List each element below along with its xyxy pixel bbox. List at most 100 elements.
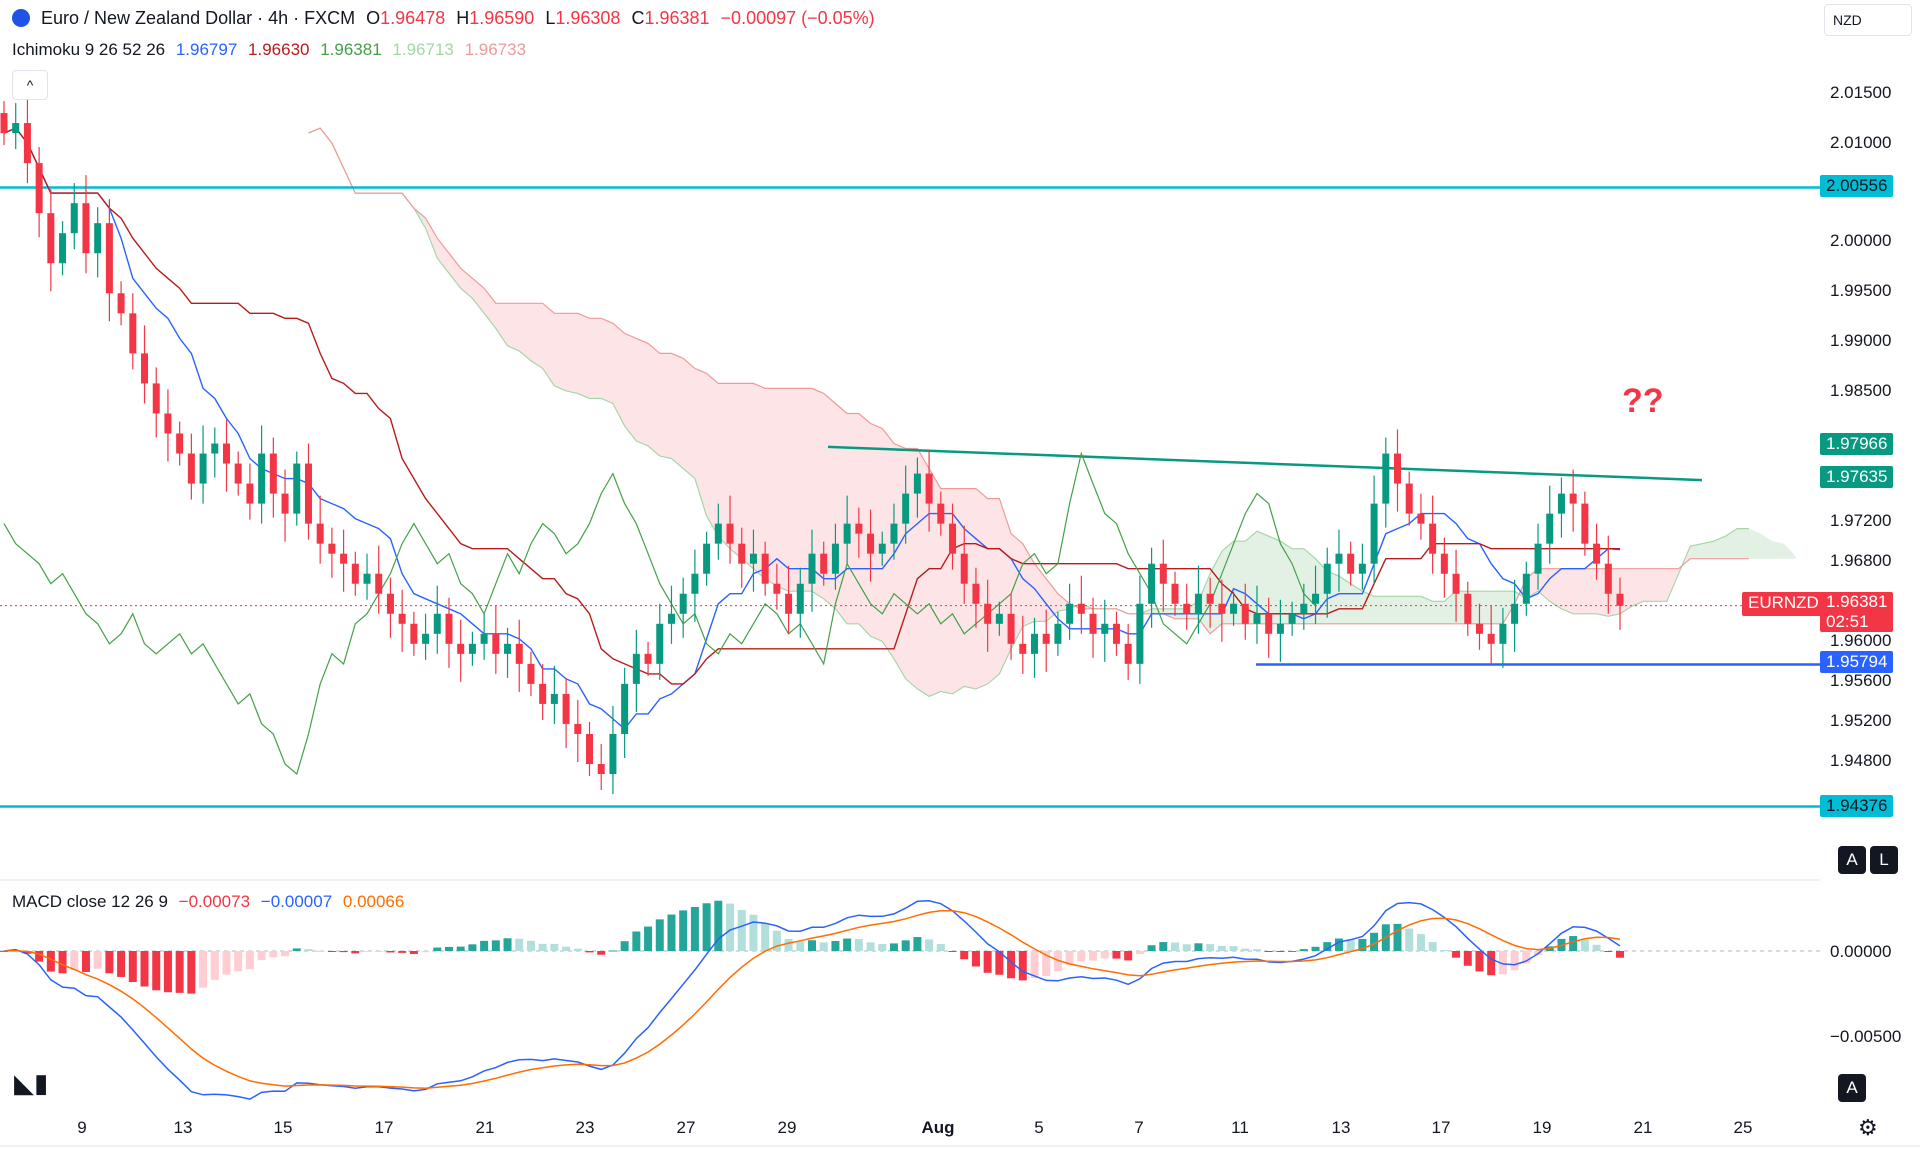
candle-body: [351, 563, 359, 584]
macd-histogram-bar: [831, 940, 840, 951]
ichimoku-legend[interactable]: Ichimoku 9 26 52 26 1.96797 1.96630 1.96…: [12, 40, 532, 60]
cloud-segment: [648, 343, 660, 457]
candle-body: [222, 443, 230, 464]
macd-y-tick: −0.00500: [1830, 1027, 1902, 1046]
macd-histogram-bar: [854, 938, 863, 951]
candle-body: [1030, 633, 1038, 654]
x-tick: 13: [173, 1118, 193, 1137]
price-tag-support[interactable]: 1.95794: [1820, 651, 1894, 673]
price-tag-triangle-top[interactable]: 1.97966: [1820, 433, 1894, 455]
candle-body: [316, 523, 324, 544]
cloud-segment: [1420, 596, 1433, 624]
cloud-segment: [1479, 591, 1492, 624]
symbol-title[interactable]: Euro / New Zealand Dollar · 4h · FXCM: [41, 8, 356, 28]
last-price-tag[interactable]: 1.96381 02:51: [1820, 592, 1894, 632]
macd-histogram-bar: [257, 951, 266, 961]
candle-body: [1241, 603, 1249, 624]
ichimoku-base-value: 1.96630: [248, 40, 310, 59]
candle-body: [1300, 603, 1308, 614]
macd-histogram-bar: [503, 938, 512, 951]
candle-body: [656, 623, 664, 664]
macd-signal-value: 0.00066: [342, 892, 405, 911]
macd-histogram-bar: [1440, 950, 1449, 952]
macd-histogram-bar: [1616, 951, 1624, 958]
macd-histogram-bar: [1030, 951, 1039, 978]
macd-histogram-bar: [620, 941, 629, 951]
macd-histogram-bar: [1416, 934, 1425, 951]
y-tick: 1.96800: [1830, 551, 1892, 570]
cloud-segment: [987, 498, 1000, 684]
candle-body: [246, 483, 254, 504]
candle-body: [1347, 553, 1355, 574]
currency-label: NZD: [1833, 12, 1862, 28]
question-annotation[interactable]: ??: [1622, 382, 1664, 420]
candle-body: [281, 493, 289, 514]
macd-histogram-bar: [1229, 946, 1238, 951]
last-price: 1.96381: [1826, 592, 1888, 611]
macd-histogram-bar: [152, 951, 161, 991]
y-tick: 1.99000: [1830, 331, 1892, 350]
log-scale-button[interactable]: L: [1870, 846, 1898, 874]
cloud-segment: [858, 413, 871, 637]
cloud-segment: [495, 303, 508, 346]
auto-scale-button[interactable]: A: [1838, 846, 1866, 874]
candle-body: [1042, 633, 1050, 644]
cloud-segment: [519, 303, 531, 361]
tradingview-logo[interactable]: ◣▮: [14, 1068, 49, 1098]
candle-body: [117, 293, 125, 314]
settings-gear-icon[interactable]: ⚙: [1858, 1115, 1878, 1140]
candle-body: [1405, 483, 1413, 514]
macd-histogram-bar: [960, 951, 969, 960]
cloud-segment: [601, 318, 613, 404]
macd-histogram-bar: [1311, 946, 1320, 951]
open-value: 1.96478: [380, 8, 446, 28]
price-tag-resistance[interactable]: 2.00556: [1820, 175, 1894, 197]
macd-histogram-bar: [1124, 951, 1133, 961]
macd-histogram-bar: [901, 940, 910, 951]
candle-body: [1546, 513, 1554, 544]
candle-body: [785, 593, 793, 614]
candle-body: [761, 553, 769, 584]
candle-body: [1382, 453, 1390, 504]
descending-trendline: [827, 445, 1703, 482]
macd-histogram-bar: [1475, 951, 1484, 972]
symbol-header: Euro / New Zealand Dollar · 4h · FXCM O1…: [12, 8, 881, 29]
candle-body: [59, 233, 67, 264]
candle-body: [1288, 613, 1296, 624]
collapse-legend-button[interactable]: ^: [12, 70, 48, 100]
candle-body: [1417, 513, 1425, 524]
symbol-tag[interactable]: EURNZD: [1742, 592, 1825, 616]
candle-body: [504, 643, 512, 654]
currency-select[interactable]: NZD: [1824, 4, 1912, 36]
cloud-segment: [484, 288, 496, 329]
macd-histogram-bar: [913, 937, 922, 951]
low-label: L: [545, 8, 556, 28]
candle-body: [972, 583, 980, 604]
ichimoku-lagging-value: 1.96381: [320, 40, 382, 59]
candle-body: [749, 553, 757, 564]
cloud-segment: [753, 383, 766, 579]
macd-histogram-bar: [1428, 942, 1437, 951]
macd-auto-scale-button[interactable]: A: [1838, 1074, 1866, 1102]
macd-histogram-value: −0.00073: [178, 892, 251, 911]
macd-histogram-bar: [1135, 951, 1144, 955]
candle-body: [621, 683, 629, 734]
macd-legend[interactable]: MACD close 12 26 9 −0.00073 −0.00007 0.0…: [12, 892, 410, 912]
candle-body: [527, 663, 535, 684]
candle-body: [1557, 493, 1565, 514]
candle-body: [468, 643, 476, 654]
cloud-segment: [683, 358, 695, 479]
candle-body: [1265, 613, 1273, 634]
cloud-segment: [1491, 591, 1503, 624]
price-tag-bottom[interactable]: 1.94376: [1820, 795, 1894, 817]
macd-histogram-bar: [281, 951, 290, 957]
candle-body: [1581, 503, 1589, 544]
x-tick: 11: [1231, 1118, 1249, 1137]
candle-body: [12, 123, 20, 134]
cloud-segment: [636, 338, 649, 447]
candle-body: [902, 493, 910, 524]
price-tag-triangle-end[interactable]: 1.97635: [1820, 466, 1894, 488]
cloud-segment: [671, 353, 684, 469]
macd-histogram-bar: [550, 943, 559, 951]
